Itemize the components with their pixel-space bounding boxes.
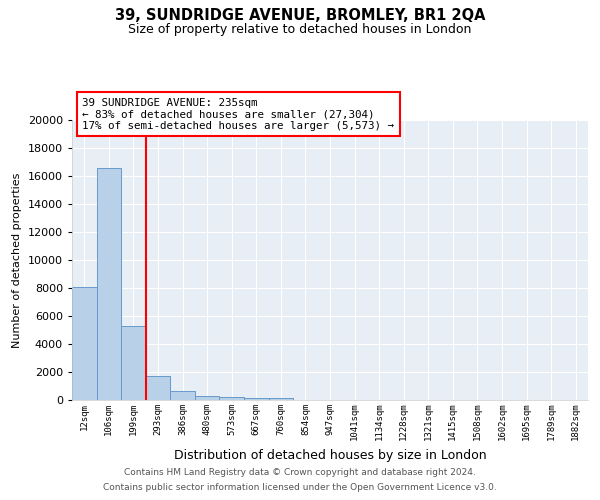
Text: 39 SUNDRIDGE AVENUE: 235sqm
← 83% of detached houses are smaller (27,304)
17% of: 39 SUNDRIDGE AVENUE: 235sqm ← 83% of det… [82, 98, 394, 131]
Bar [195, 396, 220, 400]
Bar [97, 168, 121, 400]
Bar [220, 397, 244, 400]
Bar [170, 391, 195, 400]
Y-axis label: Number of detached properties: Number of detached properties [12, 172, 22, 348]
Bar [269, 398, 293, 400]
X-axis label: Distribution of detached houses by size in London: Distribution of detached houses by size … [173, 448, 487, 462]
Text: 39, SUNDRIDGE AVENUE, BROMLEY, BR1 2QA: 39, SUNDRIDGE AVENUE, BROMLEY, BR1 2QA [115, 8, 485, 22]
Bar [121, 326, 146, 400]
Text: Contains public sector information licensed under the Open Government Licence v3: Contains public sector information licen… [103, 483, 497, 492]
Bar [244, 398, 269, 400]
Bar [72, 288, 97, 400]
Text: Size of property relative to detached houses in London: Size of property relative to detached ho… [128, 22, 472, 36]
Text: Contains HM Land Registry data © Crown copyright and database right 2024.: Contains HM Land Registry data © Crown c… [124, 468, 476, 477]
Bar [146, 376, 170, 400]
